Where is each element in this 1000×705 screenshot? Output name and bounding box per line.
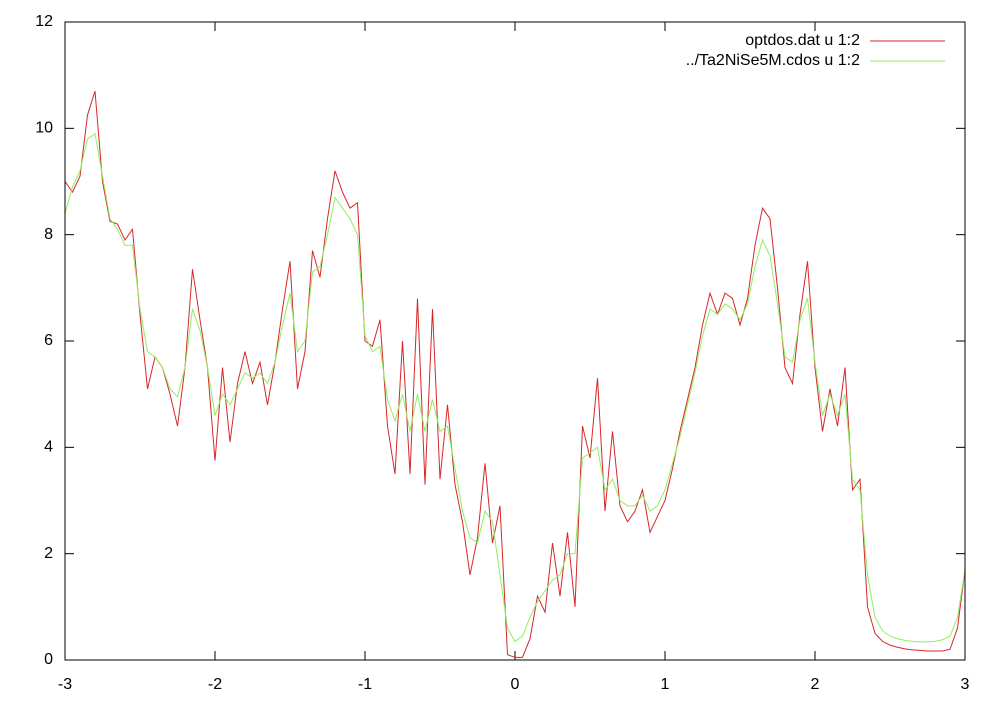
y-tick-label: 10 [35, 120, 53, 137]
y-tick-label: 2 [44, 545, 53, 562]
series-line [64, 132, 966, 643]
x-tick-label: 2 [811, 676, 820, 693]
x-tick-label: 1 [661, 676, 670, 693]
legend-label: ../Ta2NiSe5M.cdos u 1:2 [686, 52, 860, 69]
y-tick-label: 0 [44, 651, 53, 668]
y-tick-label: 6 [44, 332, 53, 349]
x-tick-label: -2 [208, 676, 222, 693]
y-tick-label: 12 [35, 13, 53, 30]
legend-label: optdos.dat u 1:2 [745, 32, 860, 49]
y-tick-label: 8 [44, 226, 53, 243]
plot-border [64, 21, 966, 661]
x-tick-label: 3 [961, 676, 970, 693]
x-tick-label: -3 [58, 676, 72, 693]
x-tick-label: -1 [358, 676, 372, 693]
y-tick-label: 4 [44, 439, 53, 456]
series-line [64, 90, 966, 658]
x-tick-label: 0 [511, 676, 520, 693]
